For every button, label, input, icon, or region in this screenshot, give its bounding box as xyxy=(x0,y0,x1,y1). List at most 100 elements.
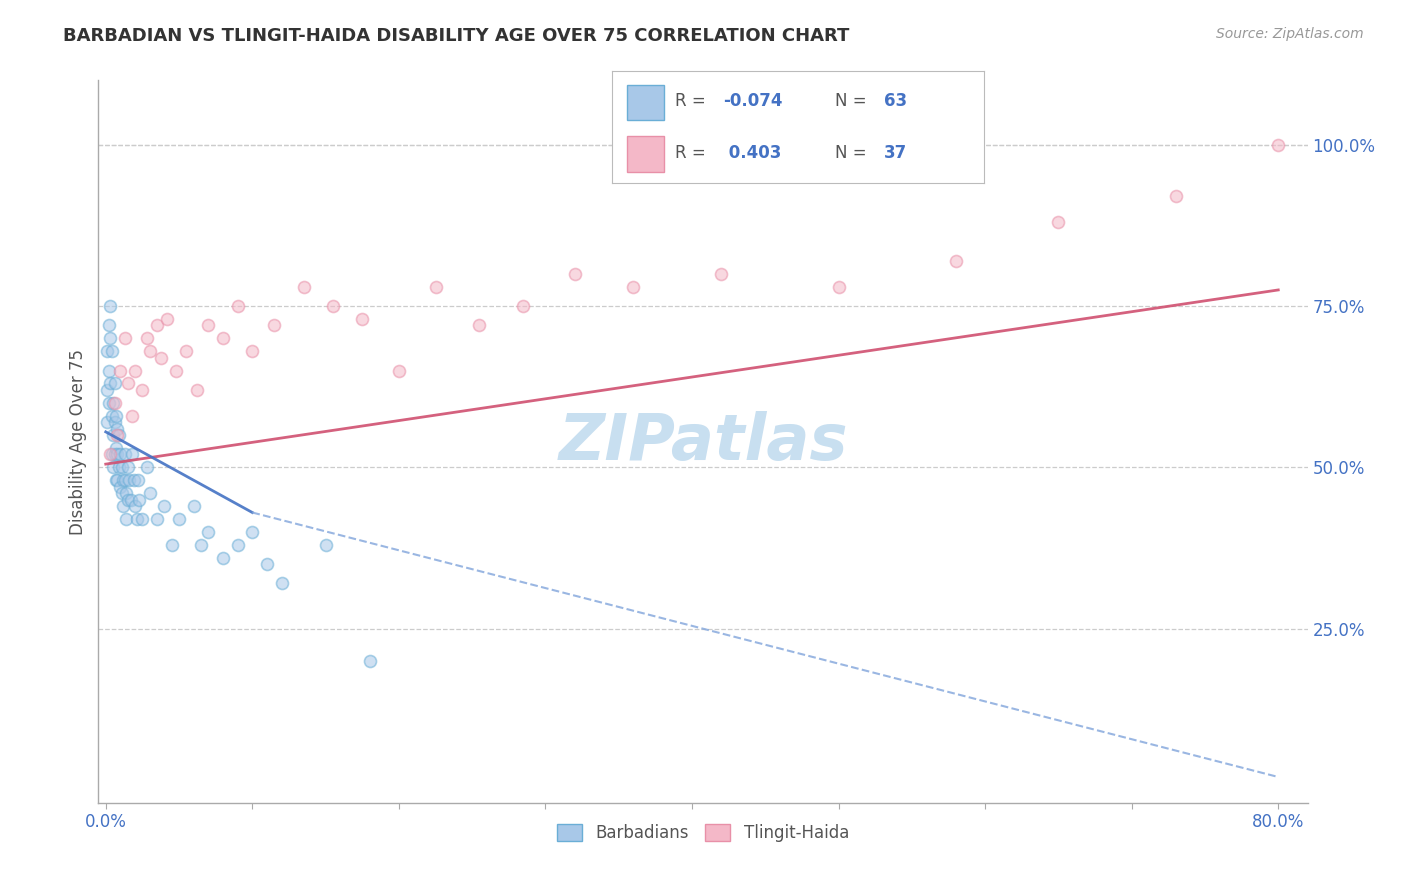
Point xyxy=(101,396,124,410)
Point xyxy=(359,654,381,668)
Point xyxy=(186,383,208,397)
Point xyxy=(108,460,131,475)
Point xyxy=(110,447,132,461)
Point xyxy=(115,486,138,500)
Point xyxy=(103,447,125,461)
Point xyxy=(322,299,344,313)
Point xyxy=(108,428,131,442)
Point xyxy=(135,460,157,475)
Point xyxy=(97,363,120,377)
Point xyxy=(226,538,249,552)
Point xyxy=(138,344,160,359)
Point xyxy=(96,383,118,397)
Point xyxy=(107,447,129,461)
Text: R =: R = xyxy=(675,93,711,111)
Point xyxy=(352,312,374,326)
Point xyxy=(125,512,148,526)
Text: N =: N = xyxy=(835,93,872,111)
Point xyxy=(128,492,150,507)
Point xyxy=(146,318,169,333)
Point xyxy=(114,447,136,461)
Point xyxy=(315,538,337,552)
Y-axis label: Disability Age Over 75: Disability Age Over 75 xyxy=(69,349,87,534)
Point xyxy=(114,331,136,345)
Point xyxy=(127,473,149,487)
Point xyxy=(512,299,534,313)
Point xyxy=(131,383,153,397)
Point xyxy=(98,376,121,391)
Point xyxy=(1047,215,1070,229)
Point xyxy=(121,447,143,461)
Text: N =: N = xyxy=(835,144,872,161)
Point xyxy=(111,486,134,500)
Point xyxy=(117,460,139,475)
Point xyxy=(240,524,263,539)
Text: BARBADIAN VS TLINGIT-HAIDA DISABILITY AGE OVER 75 CORRELATION CHART: BARBADIAN VS TLINGIT-HAIDA DISABILITY AG… xyxy=(63,27,849,45)
Point xyxy=(150,351,173,365)
Point xyxy=(226,299,249,313)
Point xyxy=(115,512,138,526)
Point xyxy=(468,318,491,333)
Point xyxy=(97,318,120,333)
Point xyxy=(138,486,160,500)
Point xyxy=(107,473,129,487)
Text: Source: ZipAtlas.com: Source: ZipAtlas.com xyxy=(1216,27,1364,41)
Point xyxy=(117,376,139,391)
Point xyxy=(97,396,120,410)
Point xyxy=(1267,137,1289,152)
Text: R =: R = xyxy=(675,144,711,161)
Point xyxy=(263,318,285,333)
Point xyxy=(270,576,292,591)
Point xyxy=(827,279,849,293)
Point xyxy=(107,428,129,442)
Point xyxy=(100,409,122,423)
Point xyxy=(153,499,176,513)
Point xyxy=(107,422,129,436)
Point xyxy=(121,409,143,423)
Point xyxy=(176,344,198,359)
Point xyxy=(110,363,132,377)
Point xyxy=(240,344,263,359)
Point xyxy=(197,318,219,333)
Point xyxy=(183,499,205,513)
FancyBboxPatch shape xyxy=(627,136,664,171)
Point xyxy=(945,254,967,268)
Point xyxy=(131,512,153,526)
Point xyxy=(124,363,146,377)
Point xyxy=(190,538,212,552)
Text: 63: 63 xyxy=(883,93,907,111)
Point xyxy=(256,557,278,571)
Point xyxy=(118,473,141,487)
Point xyxy=(117,492,139,507)
Point xyxy=(103,415,125,429)
Point xyxy=(564,267,586,281)
Text: 0.403: 0.403 xyxy=(723,144,782,161)
FancyBboxPatch shape xyxy=(627,85,664,120)
Point xyxy=(197,524,219,539)
Point xyxy=(167,512,190,526)
Point xyxy=(105,473,128,487)
Point xyxy=(114,473,136,487)
Point xyxy=(98,447,121,461)
Point xyxy=(112,499,135,513)
Point xyxy=(425,279,447,293)
Point xyxy=(146,512,169,526)
Point xyxy=(110,480,132,494)
Point xyxy=(103,376,125,391)
Point xyxy=(105,441,128,455)
Point xyxy=(100,344,122,359)
Legend: Barbadians, Tlingit-Haida: Barbadians, Tlingit-Haida xyxy=(550,817,856,848)
Text: ZIPatlas: ZIPatlas xyxy=(558,410,848,473)
Text: 37: 37 xyxy=(883,144,907,161)
Point xyxy=(292,279,315,293)
Point xyxy=(388,363,411,377)
Point xyxy=(103,396,125,410)
Point xyxy=(96,415,118,429)
Point xyxy=(156,312,179,326)
Point xyxy=(165,363,187,377)
Point xyxy=(98,331,121,345)
Point xyxy=(621,279,644,293)
Point xyxy=(124,499,146,513)
Text: -0.074: -0.074 xyxy=(723,93,783,111)
Point xyxy=(135,331,157,345)
